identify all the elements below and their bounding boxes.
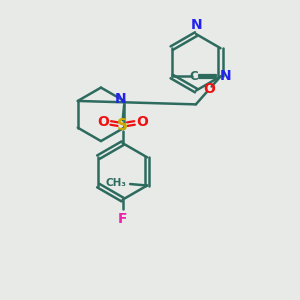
Text: CH₃: CH₃: [105, 178, 126, 188]
Text: F: F: [118, 212, 128, 226]
Text: O: O: [97, 116, 109, 129]
Text: S: S: [117, 118, 128, 133]
Text: O: O: [203, 82, 215, 96]
Text: N: N: [115, 92, 126, 106]
Text: C: C: [190, 70, 198, 83]
Text: N: N: [190, 18, 202, 32]
Text: N: N: [220, 69, 231, 83]
Text: O: O: [136, 116, 148, 129]
